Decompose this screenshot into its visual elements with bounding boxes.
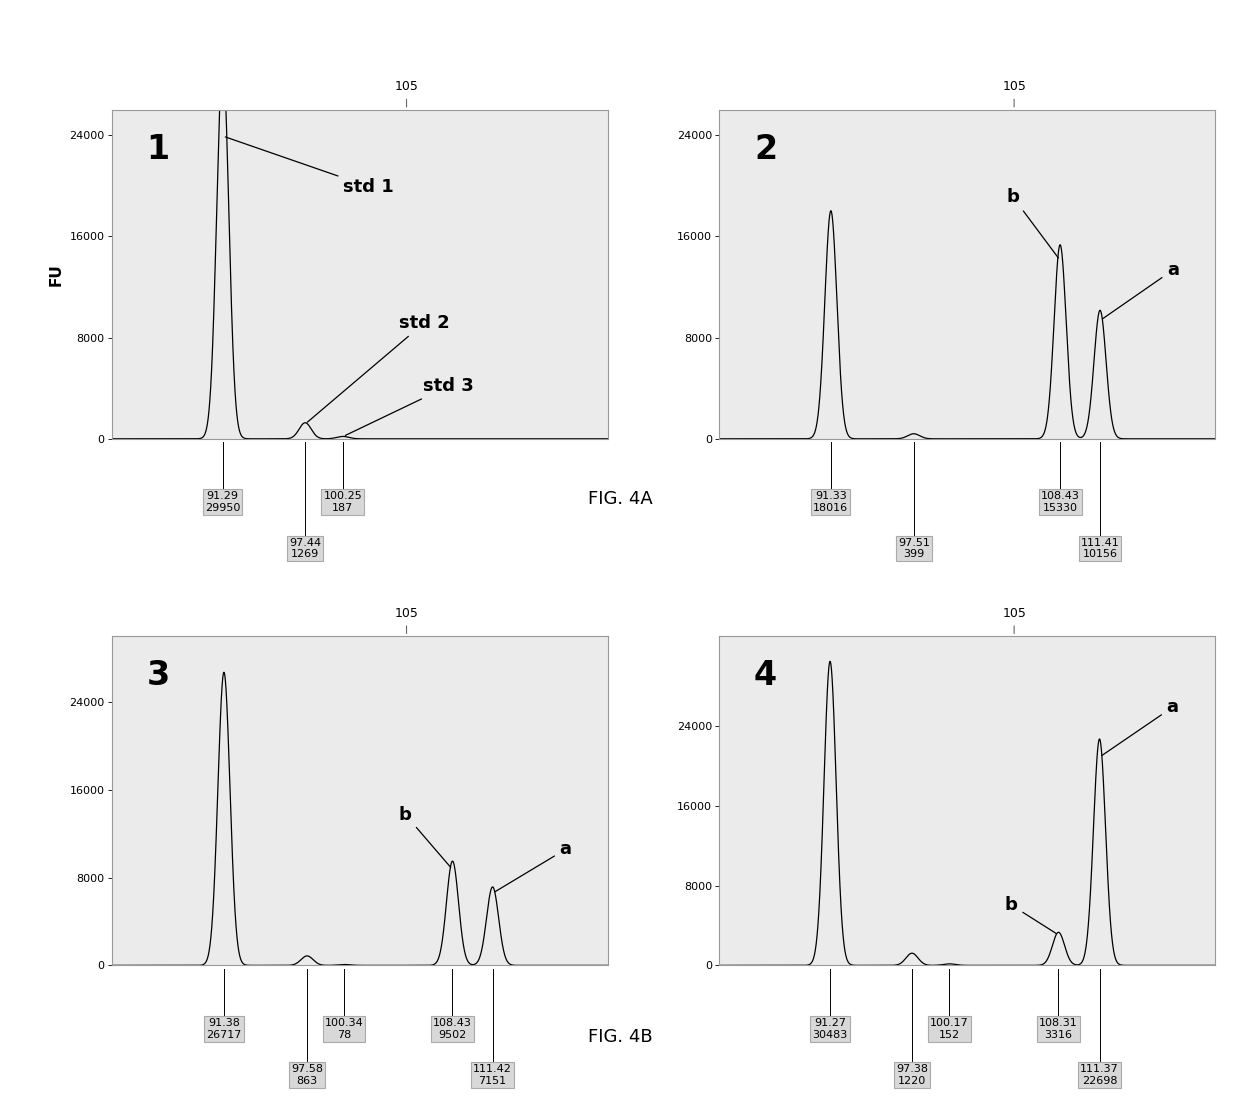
Text: 91.38
26717: 91.38 26717 (206, 1018, 242, 1040)
Text: 91.29
29950: 91.29 29950 (205, 491, 241, 513)
Text: 91.33
18016: 91.33 18016 (813, 491, 848, 513)
Text: 111.41
10156: 111.41 10156 (1081, 538, 1120, 559)
Text: 100.17
152: 100.17 152 (930, 1018, 968, 1040)
Text: std 3: std 3 (346, 377, 474, 436)
Text: 91.27
30483: 91.27 30483 (812, 1018, 848, 1040)
Text: 1: 1 (146, 133, 170, 166)
Text: 105: 105 (1002, 607, 1025, 620)
Text: 97.58
863: 97.58 863 (291, 1064, 324, 1086)
Text: 4: 4 (754, 659, 777, 692)
Text: 100.34
78: 100.34 78 (325, 1018, 363, 1040)
Text: 108.31
3316: 108.31 3316 (1039, 1018, 1078, 1040)
Text: FIG. 4A: FIG. 4A (588, 490, 652, 508)
Text: a: a (495, 840, 572, 892)
Text: 2: 2 (754, 133, 777, 166)
Text: 97.51
399: 97.51 399 (898, 538, 930, 559)
Text: std 1: std 1 (226, 137, 394, 195)
Y-axis label: FU: FU (48, 263, 63, 285)
Text: 97.44
1269: 97.44 1269 (289, 538, 321, 559)
Text: std 2: std 2 (308, 314, 450, 422)
Text: 97.38
1220: 97.38 1220 (897, 1064, 928, 1086)
Text: 108.43
15330: 108.43 15330 (1040, 491, 1080, 513)
Text: 105: 105 (394, 607, 418, 620)
Text: 108.43
9502: 108.43 9502 (433, 1018, 472, 1040)
Text: 3: 3 (146, 659, 170, 692)
Text: b: b (399, 805, 450, 868)
Text: 105: 105 (394, 80, 418, 93)
Text: b: b (1007, 188, 1059, 258)
Text: 111.42
7151: 111.42 7151 (474, 1064, 512, 1086)
Text: b: b (1004, 896, 1056, 934)
Text: a: a (1102, 699, 1178, 756)
Text: 105: 105 (1002, 80, 1025, 93)
Text: 100.25
187: 100.25 187 (324, 491, 362, 513)
Text: a: a (1102, 261, 1179, 319)
Text: FIG. 4B: FIG. 4B (588, 1028, 652, 1045)
Text: 111.37
22698: 111.37 22698 (1080, 1064, 1118, 1086)
